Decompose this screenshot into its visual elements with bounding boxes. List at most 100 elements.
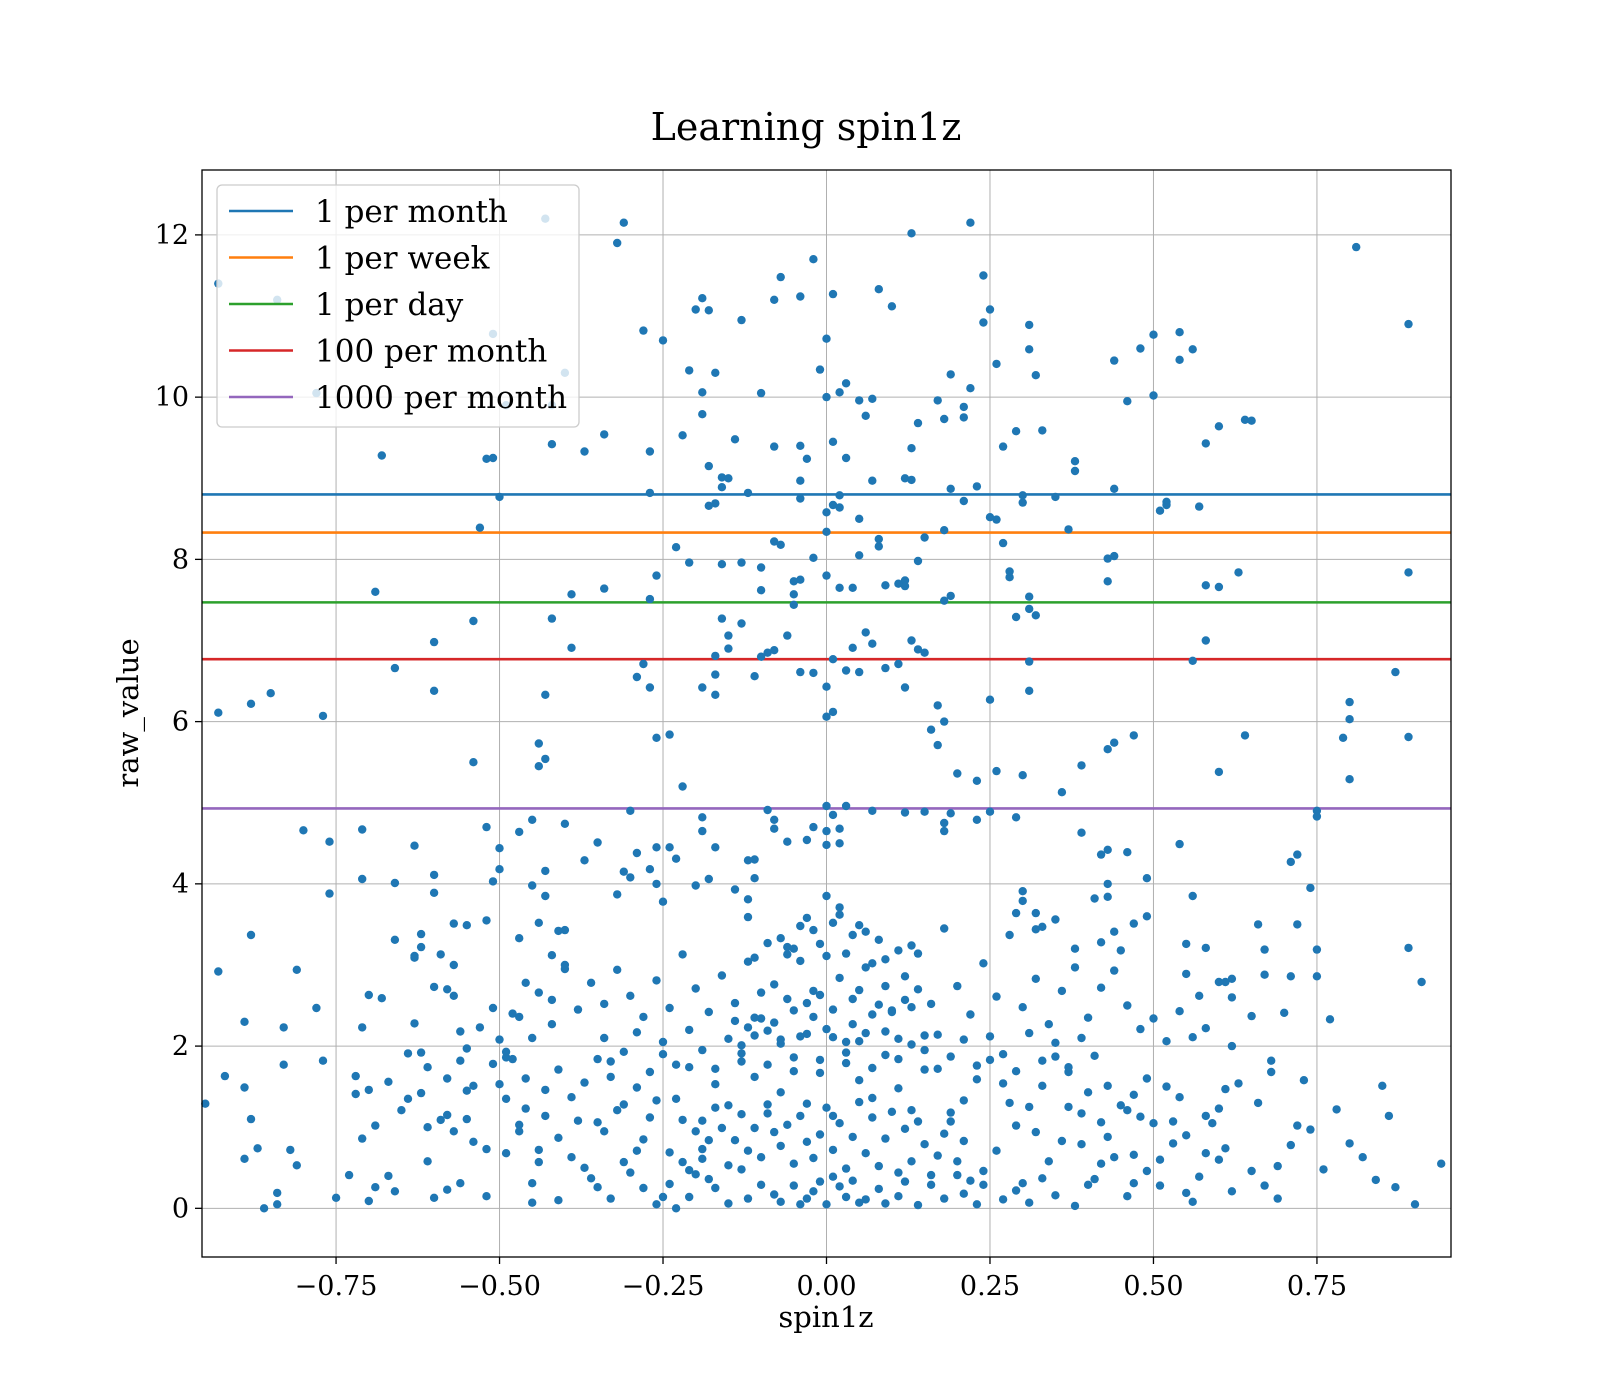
scatter-point [1267,1056,1276,1065]
scatter-point [1090,1051,1099,1061]
scatter-point [737,1049,746,1058]
scatter-point [495,865,504,874]
scatter-point [1227,993,1237,1002]
scatter-point [822,712,831,721]
scatter-point [828,810,838,820]
scatter-point [874,1161,883,1171]
scatter-point [318,711,328,721]
scatter-point [1149,391,1158,400]
scatter-point [678,1115,687,1125]
scatter-point [1345,1139,1354,1148]
scatter-point [822,891,831,901]
scatter-point [1051,1038,1060,1048]
scatter-point [1188,1033,1197,1042]
scatter-point [835,491,844,500]
scatter-point [946,809,955,818]
scatter-point [515,1127,524,1136]
scatter-point [828,1145,838,1155]
scatter-point [1123,1001,1132,1010]
scatter-point [240,1083,249,1092]
scatter-point [429,870,439,880]
scatter-point [861,628,870,637]
scatter-point [933,1064,942,1074]
scatter-point [953,769,962,778]
scatter-point [390,1187,400,1196]
scatter-point [789,1053,798,1062]
scatter-point [639,1135,648,1144]
scatter-point [992,359,1001,369]
scatter-point [286,1145,295,1155]
scatter-point [796,1111,805,1121]
scatter-point [541,690,550,699]
scatter-point [998,1050,1008,1059]
scatter-point [841,1058,851,1068]
scatter-point [835,973,844,983]
scatter-point [770,537,779,546]
scatter-point [711,499,720,508]
scatter-point [1077,761,1086,770]
scatter-point [456,1179,465,1188]
scatter-point [645,594,655,604]
scatter-point [868,1093,877,1103]
scatter-point [521,1074,530,1083]
scatter-point [953,981,962,991]
scatter-point [802,1194,812,1203]
scatter-point [1110,484,1119,493]
scatter-point [822,951,831,961]
scatter-point [671,1060,681,1069]
scatter-point [841,949,851,958]
scatter-point [279,1023,288,1032]
scatter-point [586,1174,596,1183]
scatter-point [600,430,609,439]
scatter-point [926,725,936,734]
scatter-point [1005,567,1014,576]
scatter-point [750,953,759,962]
scatter-point [443,1110,452,1120]
scatter-point [214,708,223,717]
scatter-point [783,942,792,952]
scatter-point [907,636,916,645]
scatter-point [580,856,589,865]
scatter-point [770,980,779,989]
scatter-point [1031,611,1041,620]
scatter-point [606,1072,615,1082]
scatter-point [940,826,949,836]
scatter-point [698,683,707,692]
scatter-point [1214,1155,1224,1164]
scatter-point [855,1198,864,1207]
scatter-point [1293,920,1302,929]
legend-label: 1 per month [315,194,508,230]
scatter-point [1293,1121,1302,1130]
scatter-point [593,1183,602,1192]
scatter-point [1011,1067,1021,1076]
scatter-point [770,646,779,655]
scatter-point [1031,908,1041,918]
scatter-point [861,927,870,936]
scatter-point [959,1136,968,1146]
scatter-point [632,1083,642,1092]
x-tick-label: 0.50 [1123,1271,1183,1302]
scatter-point [1312,812,1322,821]
scatter-point [913,1200,923,1210]
scatter-point [822,527,831,536]
scatter-point [1129,731,1139,740]
scatter-point [959,413,968,422]
scatter-point [1103,554,1112,563]
scatter-point [992,766,1001,776]
scatter-point [770,815,779,824]
scatter-point [1077,1109,1086,1118]
scatter-point [724,1161,733,1170]
scatter-point [933,396,942,405]
scatter-point [501,1149,511,1158]
scatter-point [259,1204,269,1213]
scatter-point [698,1116,707,1125]
scatter-point [704,501,713,510]
scatter-point [377,994,386,1003]
scatter-point [828,655,838,664]
scatter-point [717,971,727,980]
y-tick-label: 12 [155,220,189,251]
scatter-point [900,995,910,1005]
scatter-point [737,1057,746,1066]
scatter-point [685,1025,694,1035]
scatter-point [783,950,792,959]
